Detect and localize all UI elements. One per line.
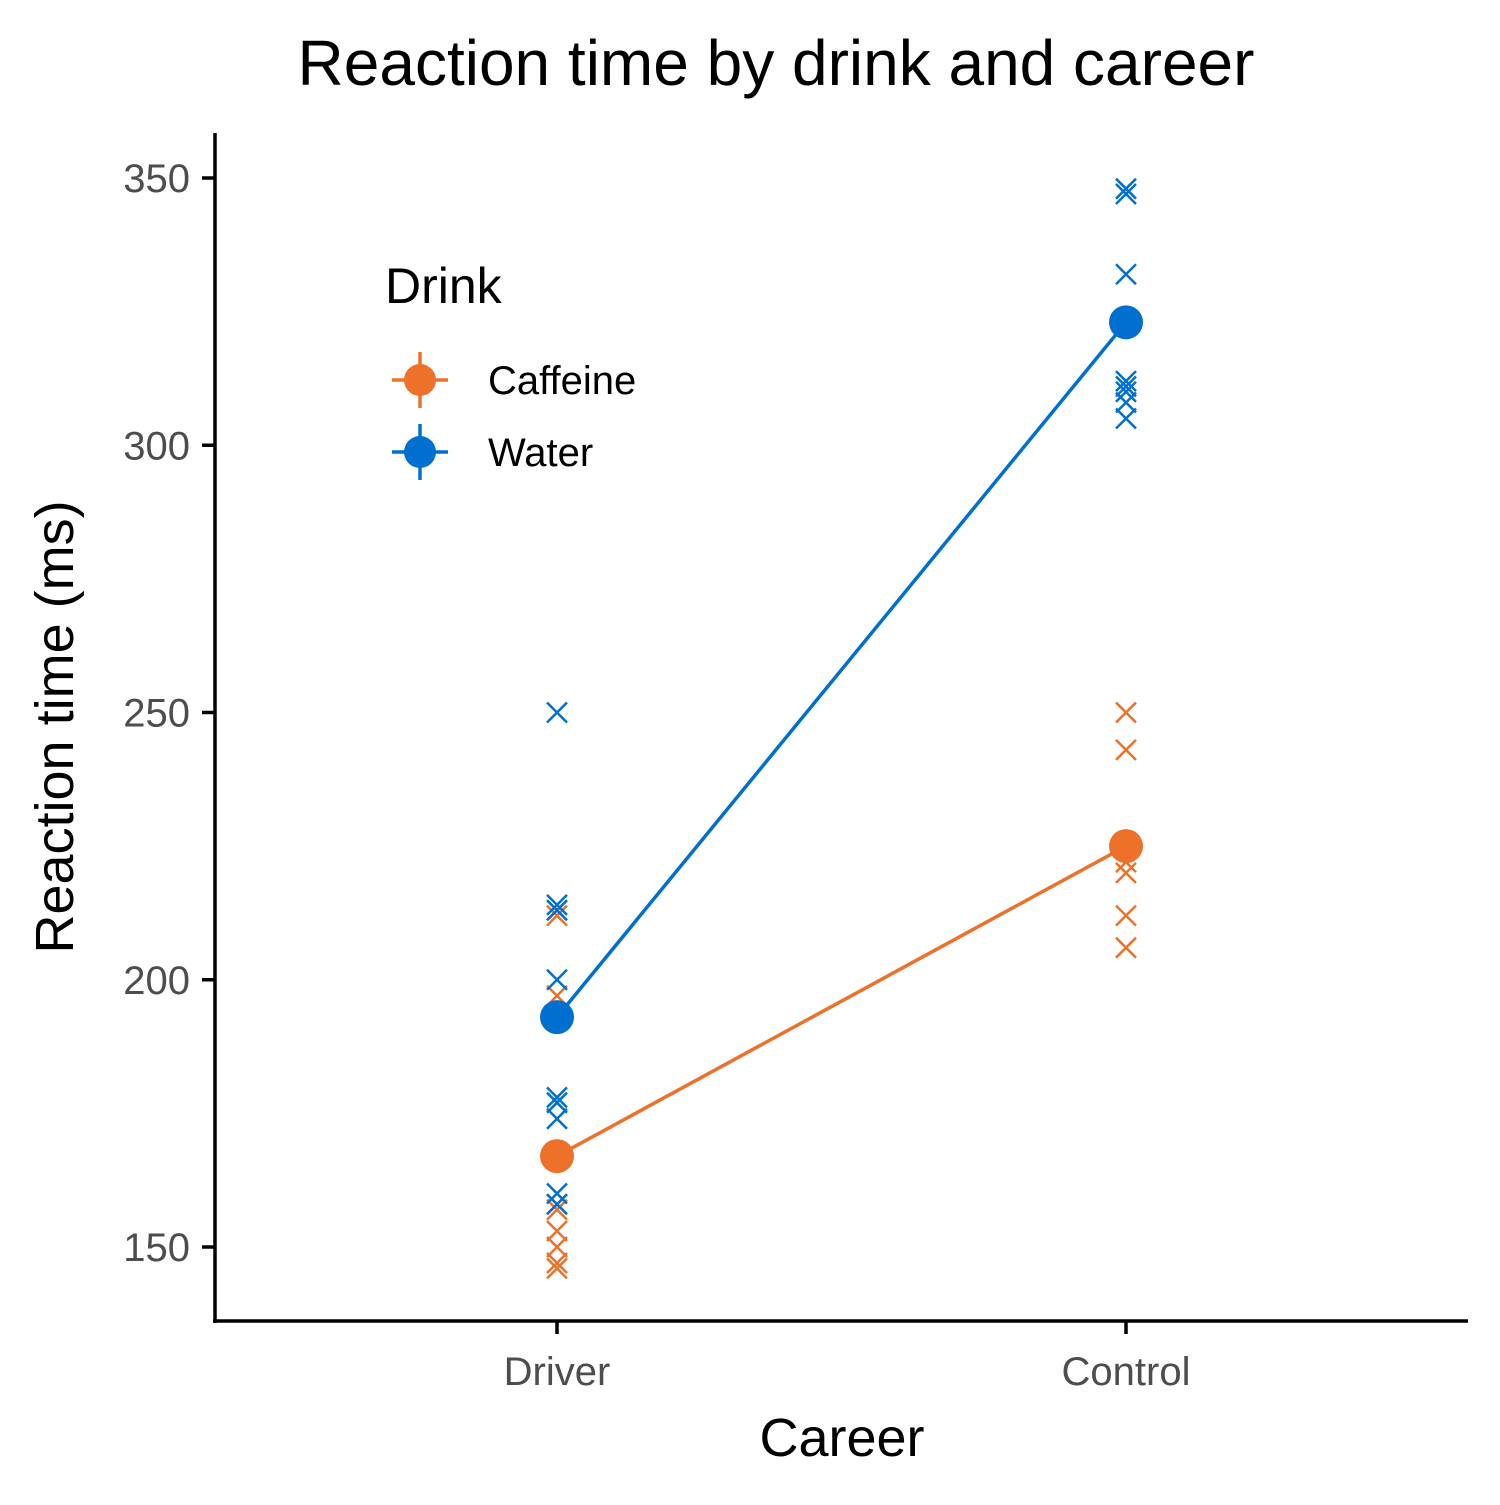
mean-line-water bbox=[555, 321, 1128, 1019]
y-axis-ticks: 150 200 250 300 350 bbox=[123, 157, 215, 1270]
data-point-water bbox=[1115, 375, 1137, 398]
x-axis-ticks: Driver Control bbox=[504, 1321, 1191, 1394]
data-point-caffeine bbox=[1115, 904, 1137, 927]
data-point-caffeine bbox=[1115, 739, 1137, 761]
plot-area bbox=[540, 177, 1143, 1280]
data-point-caffeine bbox=[1115, 701, 1137, 724]
data-point-water bbox=[546, 1182, 568, 1205]
data-point-caffeine bbox=[546, 1236, 568, 1258]
data-point-caffeine bbox=[546, 904, 568, 927]
data-point-water bbox=[546, 701, 568, 724]
data-point-caffeine bbox=[546, 1220, 568, 1242]
data-point-water bbox=[546, 1091, 568, 1114]
data-point-water bbox=[1115, 391, 1137, 414]
data-point-water bbox=[1115, 380, 1137, 403]
mean-point-water bbox=[540, 1000, 574, 1035]
data-point-water bbox=[546, 1193, 568, 1216]
data-point-caffeine bbox=[1115, 936, 1137, 959]
mean-point-caffeine bbox=[1109, 829, 1143, 864]
mean-point-water bbox=[1109, 305, 1143, 340]
data-point-water bbox=[1115, 183, 1137, 205]
data-point-water bbox=[546, 1086, 568, 1109]
x-tick-label: Control bbox=[1062, 1350, 1191, 1394]
data-point-water bbox=[546, 894, 568, 916]
y-tick-label: 150 bbox=[123, 1226, 190, 1270]
data-point-water bbox=[1115, 263, 1137, 286]
chart-title: Reaction time by drink and career bbox=[298, 27, 1255, 99]
data-point-water bbox=[546, 1107, 568, 1130]
legend-key-water bbox=[392, 424, 448, 480]
y-tick-label: 350 bbox=[123, 157, 190, 201]
data-point-caffeine bbox=[1115, 861, 1137, 884]
legend-label-water: Water bbox=[488, 431, 593, 475]
legend-label-caffeine: Caffeine bbox=[488, 359, 636, 403]
legend: Drink Caffeine Water bbox=[385, 258, 636, 480]
data-point-water bbox=[1115, 177, 1137, 200]
data-point-water bbox=[1115, 370, 1137, 392]
legend-key-caffeine bbox=[392, 352, 448, 408]
mean-point-caffeine bbox=[540, 1139, 574, 1174]
x-tick-label: Driver bbox=[504, 1350, 611, 1394]
data-point-caffeine bbox=[546, 1257, 568, 1280]
data-point-water bbox=[546, 899, 568, 922]
data-point-caffeine bbox=[546, 1252, 568, 1274]
y-tick-label: 200 bbox=[123, 959, 190, 1003]
legend-title: Drink bbox=[385, 258, 503, 314]
x-axis-title: Career bbox=[759, 1408, 924, 1468]
y-tick-label: 300 bbox=[123, 424, 190, 468]
data-point-water bbox=[546, 968, 568, 991]
y-tick-label: 250 bbox=[123, 692, 190, 736]
y-axis-title: Reaction time (ms) bbox=[25, 500, 85, 953]
mean-line-caffeine bbox=[556, 844, 1127, 1158]
data-point-caffeine bbox=[546, 1198, 568, 1221]
data-point-water bbox=[1115, 407, 1137, 430]
